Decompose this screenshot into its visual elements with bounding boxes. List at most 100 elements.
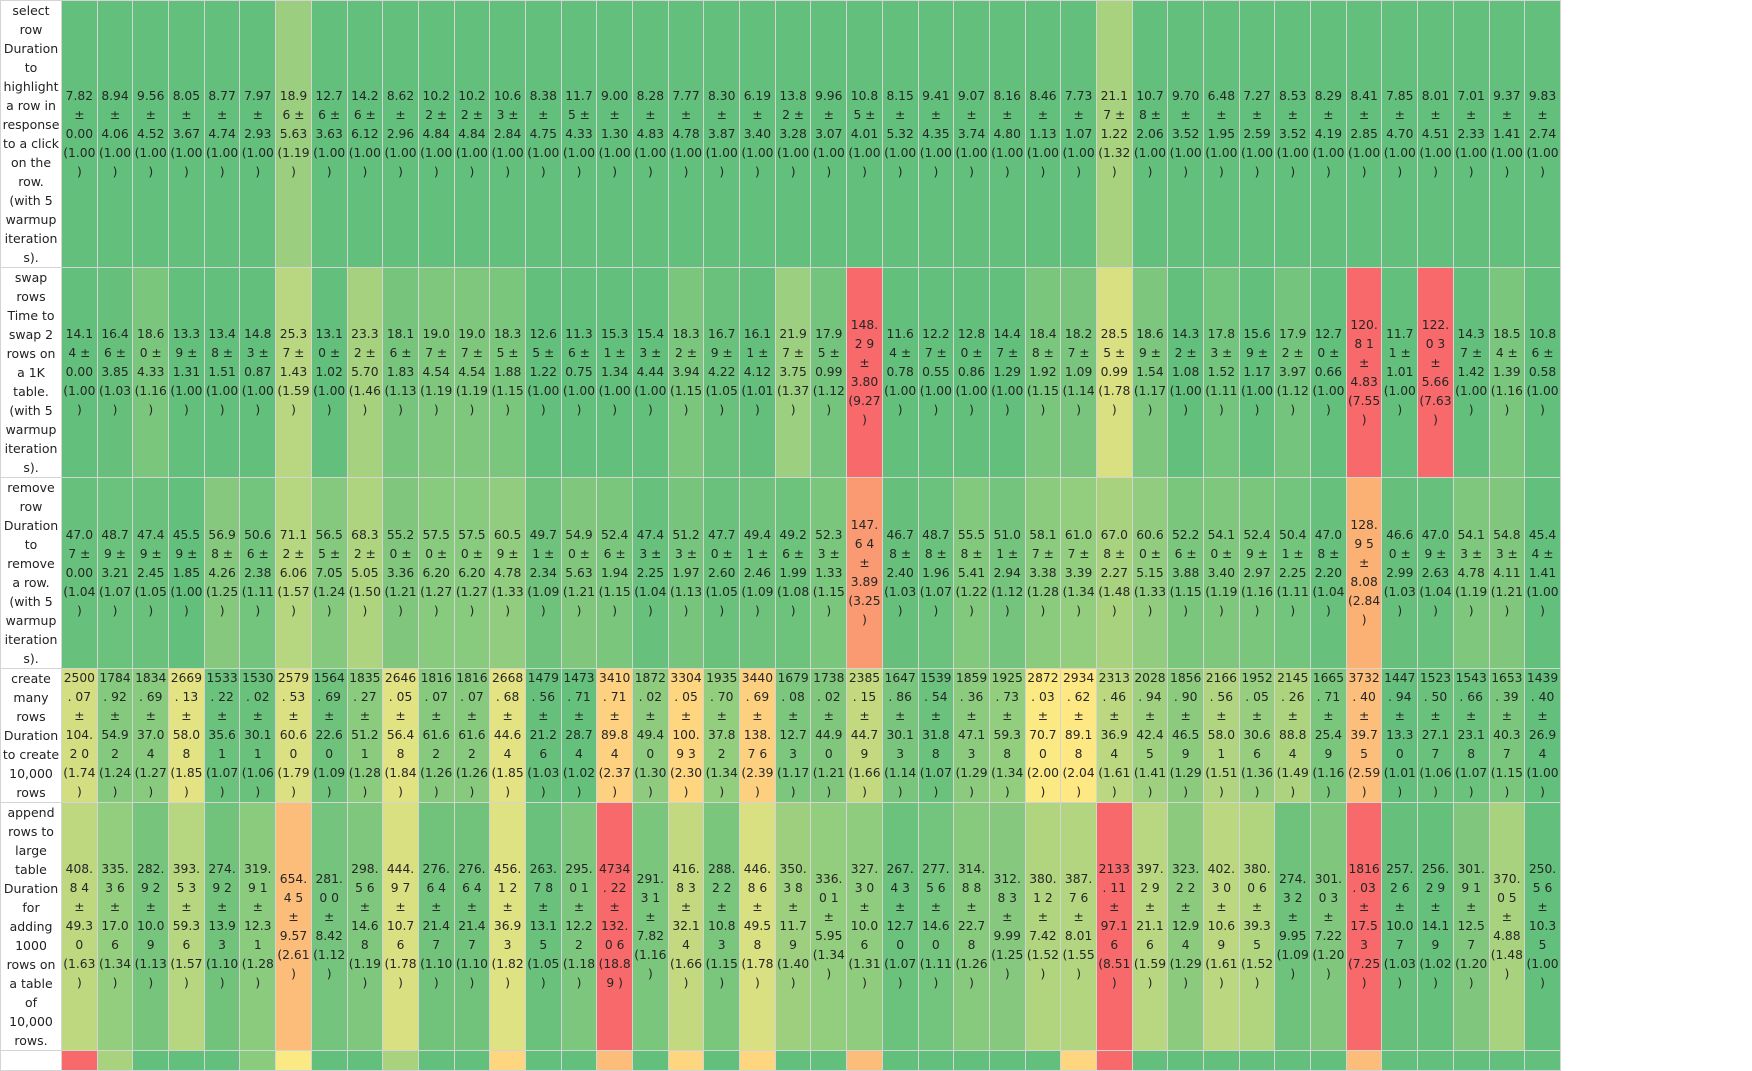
result-cell: 54.90 ± 5.63 (1.21) [560,477,598,669]
result-cell: 2145. 26 ± 88.84 (1.49) [1274,668,1312,803]
std-dev-value: 61.62 [458,728,486,761]
slowdown-factor: (1.00) [1348,145,1381,179]
std-dev-value: 37.04 [137,728,165,761]
mean-value: 54.83 ± [1493,527,1521,561]
slowdown-factor: (1.16) [1240,584,1274,618]
std-dev-value: 3.07 [815,126,843,141]
result-cell: 256.2 9 ±14.19 (1.02) [1417,802,1454,1051]
result-cell: 281.0 0 ± 8.42 (1.12) [310,802,348,1051]
result-cell: 54.10 ± 3.40 (1.19) [1203,477,1240,669]
mean-value: 1816. 03 ± [1348,862,1380,914]
std-dev-value: 1.33 [815,565,843,580]
std-dev-value: 1.41 [1528,565,1557,580]
std-dev-value: 60.60 [279,728,308,761]
slowdown-factor: (1.03) [1383,957,1416,990]
result-cell: 2668. 68 ± 44.64 (1.85) [489,668,526,803]
mean-value: 1872. 02 ± [634,671,666,723]
slowdown-factor: (1.50) [348,584,381,618]
slowdown-factor: (1.00) [919,384,952,417]
result-cell: 50.66 ± 2.38 (1.11) [239,477,277,669]
std-dev-value: 1.41 [1493,126,1521,141]
mean-value: 291.3 1 ± [636,871,665,924]
mean-value: 1738. 02 ± [813,671,845,723]
std-dev-value: 2.59 [1243,126,1271,141]
result-cell: 1816. 07 ± 61.62 (1.26) [453,668,491,803]
slowdown-factor: (1.11) [241,584,274,618]
result-cell [1238,1050,1276,1071]
mean-value: 21.17 ± [1100,88,1128,122]
std-dev-value: 2.25 [1279,565,1307,580]
mean-value: 282.9 2 ± [137,862,165,914]
slowdown-factor: (1.61) [1098,766,1131,799]
std-dev-value: 1.39 [1493,365,1521,379]
result-cell: 319.9 1 ±12.31 (1.28) [239,802,277,1051]
slowdown-factor: (1.13) [134,957,167,990]
slowdown-factor: (2.00) [1026,766,1059,799]
result-cell: 47.43 ± 2.25 (1.04) [632,477,669,669]
slowdown-factor: (1.00) [562,384,596,417]
mean-value: 49.41 ± [743,527,772,561]
mean-value: 71.12 ± [279,527,308,561]
std-dev-value: 88.84 [1279,728,1307,761]
benchmark-label: select row Duration to highlight a row in… [0,0,62,268]
result-cell: 128.9 5 ± 8.08 (2.84) [1345,477,1383,669]
result-cell: 1679. 08 ± 12.73 (1.17) [774,668,812,803]
mean-value: 3410. 71 ± [599,671,631,723]
mean-value: 18.35 ± [493,327,522,360]
result-cell: 55.58 ± 5.41 (1.22) [953,477,990,669]
mean-value: 28.55 ± [1100,327,1128,360]
result-cell: 147.6 4 ± 3.89 (3.25) [846,477,883,669]
mean-value: 52.46 ± [600,527,629,561]
benchmark-description: Duration for adding 1000 rows on a table… [3,881,59,1048]
result-cell: 13.10 ± 1.02 (1.00) [310,267,348,478]
std-dev-value: 3.38 [1029,565,1057,580]
mean-value: 1935. 70 ± [706,671,738,723]
slowdown-factor: (1.34) [991,766,1024,799]
slowdown-factor: (1.15) [1026,384,1059,417]
mean-value: 49.26 ± [779,527,807,561]
result-cell: 8.53 ± 3.52 (1.00) [1274,0,1312,268]
slowdown-factor: (1.09) [741,584,774,618]
result-cell: 58.17 ± 3.38 (1.28) [1024,477,1062,669]
std-dev-value: 54.92 [101,728,129,761]
result-cell: 8.05 ± 3.67 (1.00) [168,0,205,268]
slowdown-factor: (1.15) [705,957,738,990]
std-dev-value: 2.34 [529,565,557,580]
mean-value: 1479. 56 ± [527,671,559,723]
slowdown-factor: (1.05) [134,584,167,618]
std-dev-value: 8.42 [315,928,343,943]
slowdown-factor: (1.02) [562,766,596,799]
result-cell: 11.71 ± 1.01 (1.00) [1381,267,1419,478]
result-cell [417,1050,455,1071]
mean-value: 274.9 2 ± [208,862,236,914]
mean-value: 12.70 ± [1314,327,1343,360]
slowdown-factor: (1.00) [991,145,1024,179]
result-cell: 336.0 1 ± 5.95 (1.34) [810,802,848,1051]
mean-value: 9.37 ± [1493,88,1521,122]
result-cell [632,1050,669,1071]
benchmark-row: select row Duration to highlight a row in… [0,0,1561,268]
result-cell: 8.16 ± 4.80 (1.00) [988,0,1026,268]
mean-value: 2385. 15 ± [848,671,881,723]
slowdown-factor: (1.00) [1062,145,1095,179]
std-dev-value: 4.74 [208,126,236,141]
slowdown-factor: (2.04) [1062,766,1095,799]
slowdown-factor: (1.59) [277,384,310,417]
result-cell [560,1050,598,1071]
result-cell: 295.0 1 ±12.22 (1.18) [560,802,598,1051]
std-dev-value: 1.17 [1243,365,1271,379]
std-dev-value: 4.54 [458,365,486,379]
slowdown-factor: (1.00) [634,145,667,179]
result-cell [382,1050,419,1071]
slowdown-factor: (1.15) [1169,584,1202,618]
mean-value: 1679. 08 ± [777,671,809,723]
std-dev-value: 4.83 [1350,374,1378,389]
slowdown-factor: (1.21) [1490,584,1523,618]
std-dev-value: 4.84 [422,126,450,141]
slowdown-factor: (1.00) [1312,145,1345,179]
result-cell: 54.13 ± 4.78 (1.19) [1452,477,1490,669]
slowdown-factor: (1.16) [634,947,667,981]
std-dev-value: 1.83 [386,365,415,379]
benchmark-label: create many rows Duration to create 10,00… [0,668,62,803]
slowdown-factor: (1.07) [884,957,917,990]
